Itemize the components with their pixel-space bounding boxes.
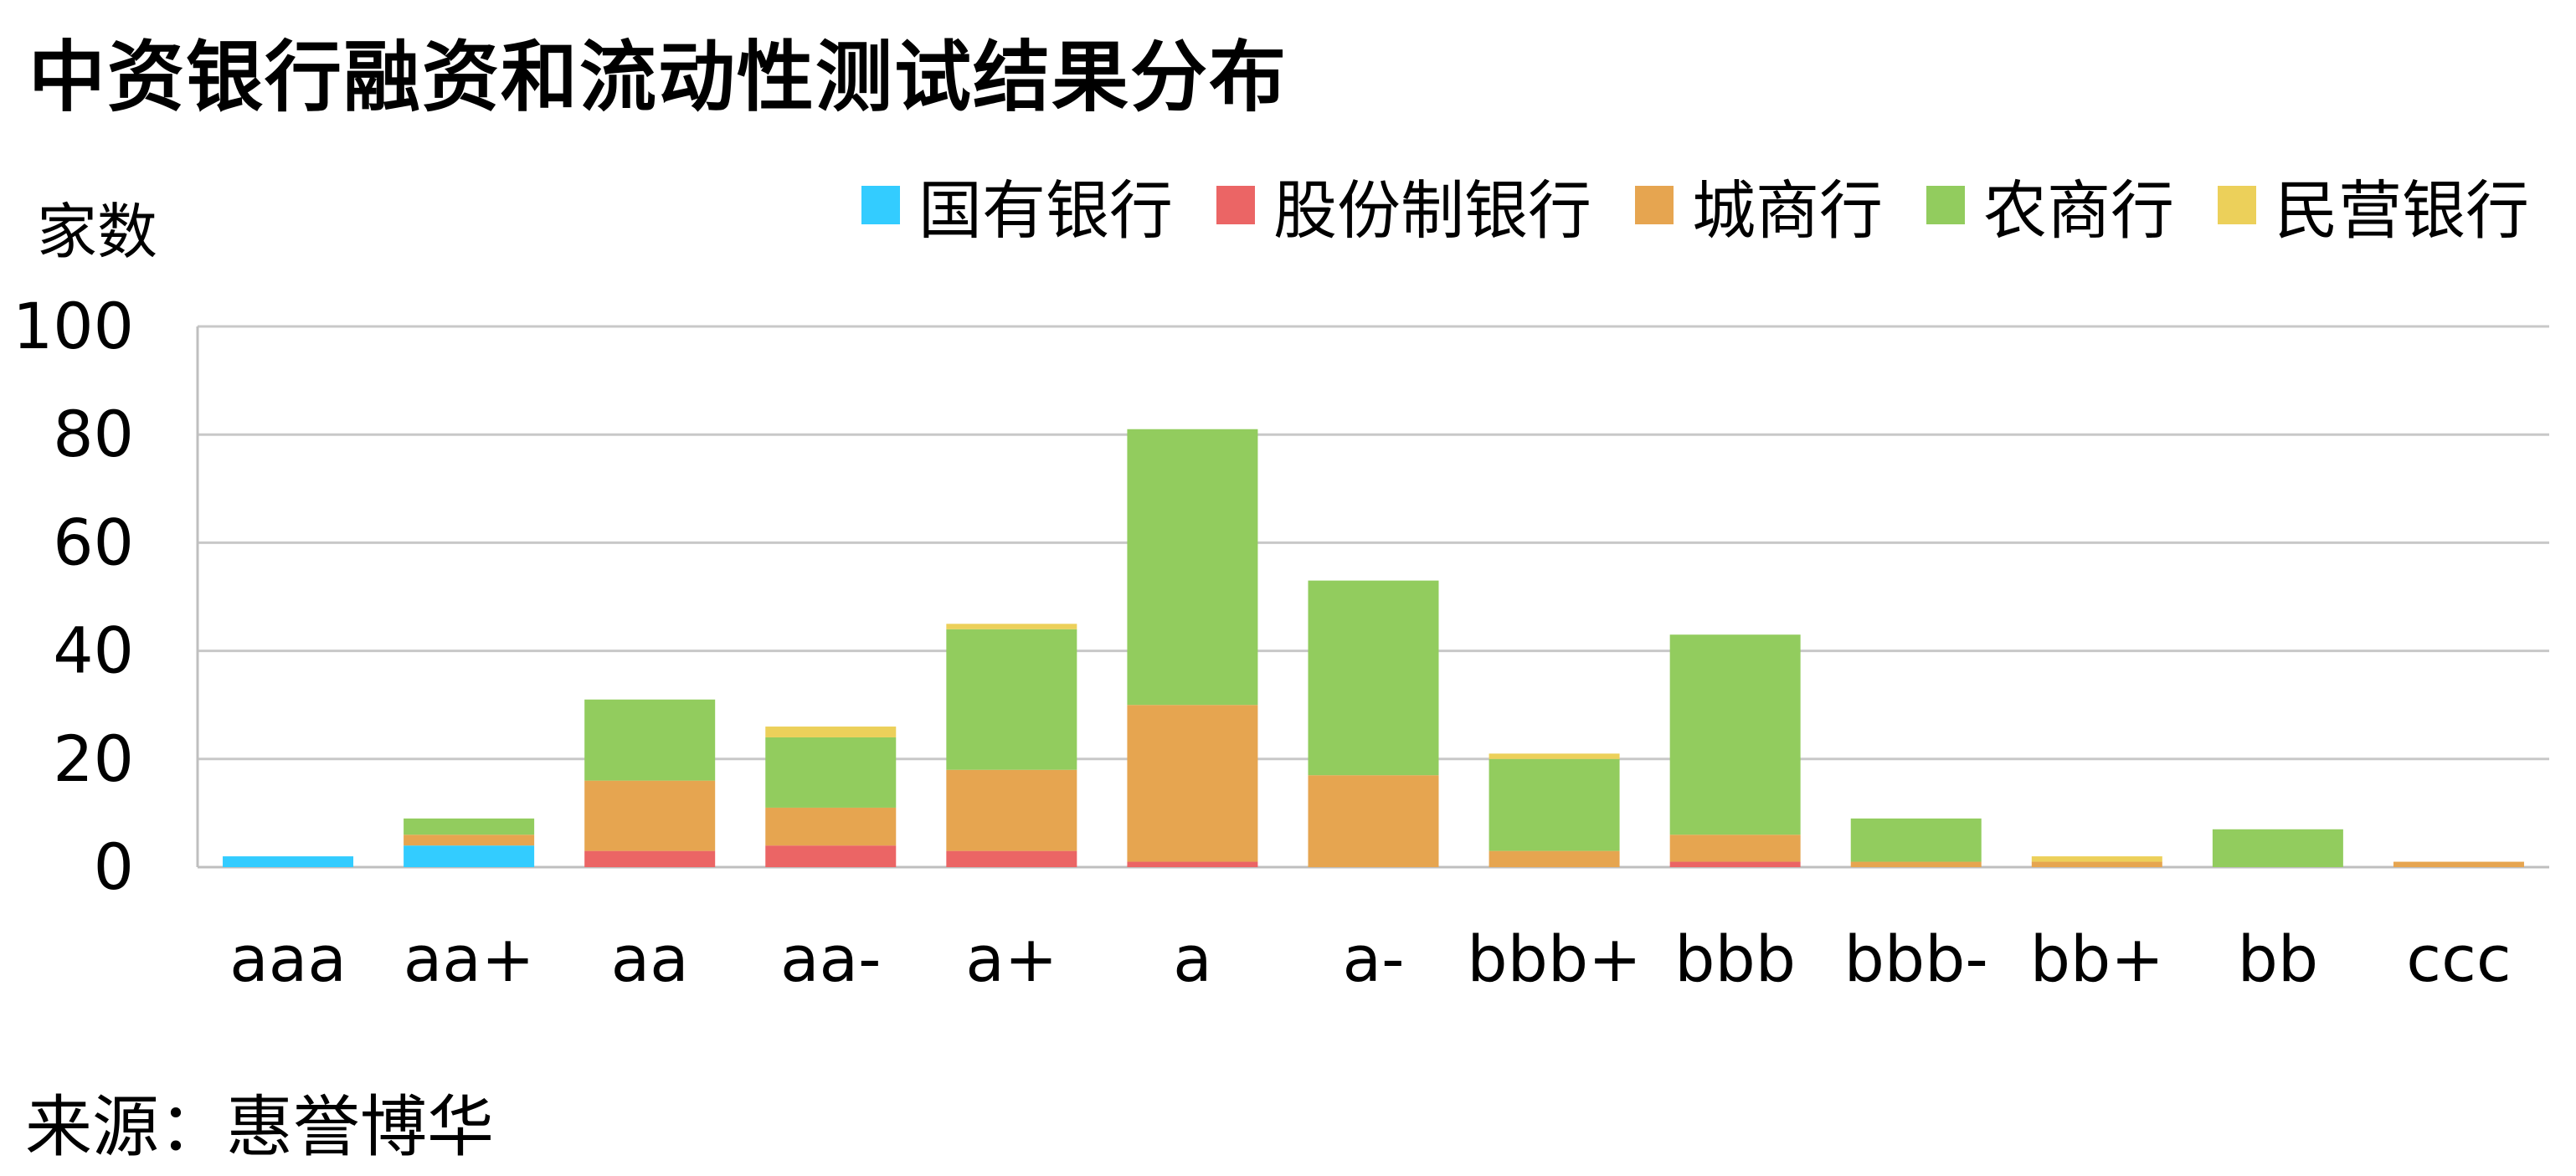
x-tick-label: aa- xyxy=(780,922,882,996)
bar-bbb--series-2 xyxy=(1850,861,1982,867)
legend-item-0: 国有银行 xyxy=(861,159,1173,251)
bar-a--series-3 xyxy=(1308,580,1439,776)
x-tick-label: aa xyxy=(611,922,689,996)
bar-a+-series-2 xyxy=(946,769,1077,851)
bar-a-series-1 xyxy=(1127,861,1258,867)
bar-aa--series-3 xyxy=(765,737,897,808)
bar-aa--series-2 xyxy=(765,807,897,846)
bar-aa+-series-2 xyxy=(404,834,535,846)
y-tick-label: 0 xyxy=(94,829,134,904)
bar-a-series-2 xyxy=(1127,705,1258,862)
bar-aa-series-3 xyxy=(584,699,716,781)
bar-bb-series-3 xyxy=(2212,829,2343,867)
bar-bbb+-series-3 xyxy=(1489,758,1620,851)
legend-label: 股份制银行 xyxy=(1273,173,1591,248)
bar-bbb+-series-4 xyxy=(1489,753,1620,759)
bar-ccc-series-2 xyxy=(2393,861,2524,867)
bar-aa-series-2 xyxy=(584,780,716,851)
y-tick-label: 80 xyxy=(53,397,134,471)
legend-swatch xyxy=(861,186,900,224)
y-tick-label: 60 xyxy=(53,505,134,579)
x-tick-label: ccc xyxy=(2406,922,2511,996)
legend-label: 城商行 xyxy=(1692,173,1883,248)
legend-item-1: 股份制银行 xyxy=(1216,159,1591,251)
x-tick-label: a- xyxy=(1343,922,1405,996)
x-tick-label: bbb+ xyxy=(1467,922,1641,996)
bar-a--series-2 xyxy=(1308,775,1439,867)
bar-aaa-series-0 xyxy=(223,856,354,867)
bar-bb+-series-4 xyxy=(2031,856,2162,862)
chart-title: 中资银行融资和流动性测试结果分布 xyxy=(28,33,1288,122)
y-tick-label: 20 xyxy=(53,722,134,796)
x-tick-label: a xyxy=(1173,922,1212,996)
x-tick-label: aa+ xyxy=(404,922,535,996)
legend-swatch xyxy=(2218,186,2256,224)
bar-bbb-series-1 xyxy=(1669,861,1801,867)
legend-item-4: 民营银行 xyxy=(2218,159,2529,251)
legend-item-3: 农商行 xyxy=(1926,159,2174,251)
bar-bbb--series-3 xyxy=(1850,818,1982,862)
source-note: 来源：惠誉博华 xyxy=(25,1088,494,1166)
x-tick-label: bb+ xyxy=(2030,922,2164,996)
bar-a-series-3 xyxy=(1127,429,1258,706)
y-tick-label: 40 xyxy=(53,614,134,688)
legend-swatch xyxy=(1216,186,1255,224)
legend: 国有银行 股份制银行 城商行 农商行 民营银行 xyxy=(861,159,2529,251)
legend-swatch xyxy=(1926,186,1965,224)
legend-label: 农商行 xyxy=(1983,173,2174,248)
bar-a+-series-3 xyxy=(946,629,1077,770)
bar-aa+-series-3 xyxy=(404,818,535,835)
legend-item-2: 城商行 xyxy=(1635,159,1883,251)
x-tick-label: bbb- xyxy=(1844,922,1988,996)
y-tick-label: 100 xyxy=(13,289,134,363)
x-tick-label: bbb xyxy=(1674,922,1796,996)
x-tick-label: a+ xyxy=(965,922,1057,996)
bar-a+-series-4 xyxy=(946,624,1077,629)
bar-a+-series-1 xyxy=(946,850,1077,867)
bar-bbb-series-2 xyxy=(1669,834,1801,862)
x-tick-label: bb xyxy=(2238,922,2318,996)
legend-label: 国有银行 xyxy=(918,173,1173,248)
bar-bbb-series-3 xyxy=(1669,634,1801,835)
x-tick-label: aaa xyxy=(229,922,347,996)
y-axis-label: 家数 xyxy=(37,197,158,267)
legend-swatch xyxy=(1635,186,1674,224)
bar-aa--series-1 xyxy=(765,845,897,867)
bar-bb+-series-2 xyxy=(2031,861,2162,867)
bar-bbb+-series-2 xyxy=(1489,850,1620,867)
bar-aa-series-1 xyxy=(584,850,716,867)
bar-aa+-series-0 xyxy=(404,845,535,867)
bar-aa--series-4 xyxy=(765,727,897,737)
legend-label: 民营银行 xyxy=(2275,173,2529,248)
